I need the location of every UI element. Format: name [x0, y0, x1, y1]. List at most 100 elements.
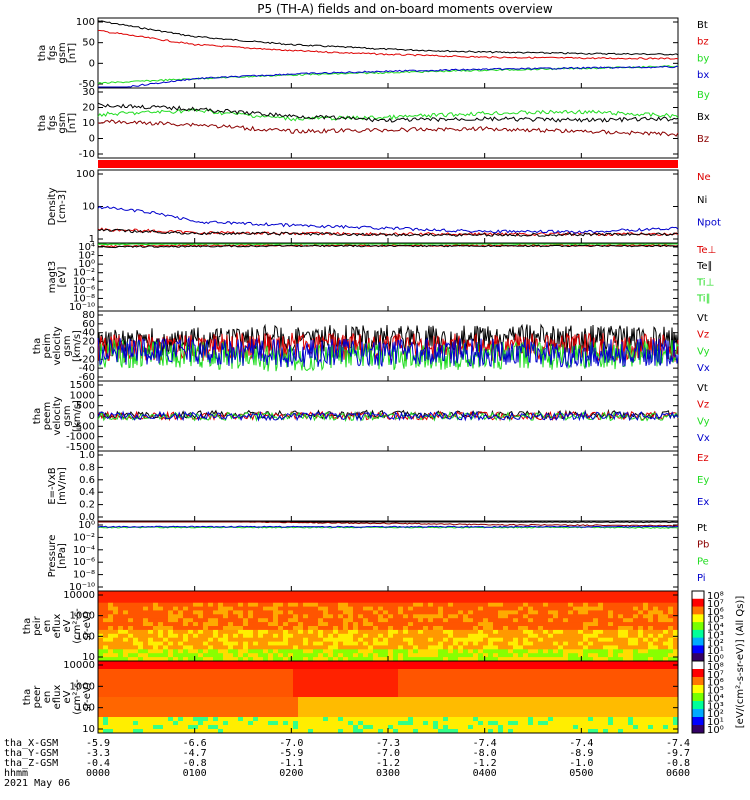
quality-flag-bar: [98, 160, 678, 168]
heatmap-cell: [358, 626, 364, 631]
heatmap-cell: [303, 606, 309, 611]
heatmap-cell: [113, 697, 119, 702]
heatmap-cell: [663, 637, 669, 643]
heatmap-cell: [423, 598, 429, 604]
heatmap-cell: [583, 729, 589, 734]
heatmap-cell: [213, 665, 219, 670]
heatmap-cell: [308, 697, 314, 702]
footer-value: -1.2: [376, 758, 400, 769]
heatmap-cell: [628, 693, 634, 698]
heatmap-cell: [418, 709, 424, 714]
heatmap-cell: [218, 610, 224, 615]
heatmap-cell: [463, 677, 469, 682]
heatmap-cell: [263, 598, 269, 604]
heatmap-cell: [198, 693, 204, 698]
heatmap-cell: [323, 721, 329, 726]
heatmap-cell: [528, 661, 534, 666]
heatmap-cell: [433, 598, 439, 604]
heatmap-cell: [323, 673, 329, 678]
heatmap-cell: [358, 717, 364, 722]
heatmap-cell: [563, 665, 569, 670]
heatmap-cell: [248, 649, 254, 654]
heatmap-cell: [638, 645, 644, 650]
heatmap-cell: [613, 689, 619, 694]
heatmap-cell: [143, 693, 149, 698]
heatmap-cell: [178, 717, 184, 722]
heatmap-cell: [163, 602, 169, 608]
heatmap-cell: [108, 653, 114, 658]
heatmap-cell: [223, 661, 229, 666]
heatmap-cell: [653, 709, 659, 714]
heatmap-cell: [413, 614, 419, 619]
heatmap-cell: [453, 689, 459, 694]
heatmap-cell: [433, 629, 439, 635]
heatmap-cell: [378, 598, 384, 604]
heatmap-cell: [603, 673, 609, 678]
heatmap-cell: [653, 729, 659, 734]
heatmap-cell: [558, 637, 564, 643]
heatmap-cell: [593, 681, 599, 686]
heatmap-cell: [138, 677, 144, 682]
heatmap-cell: [488, 705, 494, 710]
heatmap-cell: [143, 657, 149, 662]
heatmap-cell: [258, 614, 264, 619]
heatmap-cell: [253, 721, 259, 726]
heatmap-cell: [633, 701, 639, 706]
heatmap-cell: [598, 661, 604, 666]
heatmap-cell: [603, 709, 609, 714]
heatmap-cell: [558, 725, 564, 730]
heatmap-cell: [518, 645, 524, 650]
heatmap-cell: [608, 681, 614, 686]
heatmap-cell: [223, 673, 229, 678]
heatmap-cell: [558, 697, 564, 702]
heatmap-cell: [443, 626, 449, 631]
heatmap-cell: [613, 622, 619, 627]
heatmap-cell: [223, 709, 229, 714]
heatmap-cell: [453, 602, 459, 608]
heatmap-cell: [173, 618, 179, 623]
heatmap-cell: [193, 673, 199, 678]
heatmap-cell: [523, 677, 529, 682]
heatmap-cell: [503, 626, 509, 631]
heatmap-cell: [638, 594, 644, 600]
heatmap-cell: [538, 681, 544, 686]
heatmap-cell: [508, 713, 514, 718]
heatmap-cell: [303, 685, 309, 690]
heatmap-cell: [638, 637, 644, 643]
heatmap-cell: [108, 669, 114, 674]
heatmap-cell: [533, 665, 539, 670]
bx-series-line: [98, 65, 679, 88]
heatmap-cell: [228, 633, 234, 639]
heatmap-cell: [153, 689, 159, 694]
heatmap-cell: [568, 689, 574, 694]
heatmap-cell: [653, 661, 659, 666]
heatmap-cell: [358, 713, 364, 718]
heatmap-cell: [333, 681, 339, 686]
heatmap-cell: [458, 657, 464, 662]
heatmap-cell: [288, 721, 294, 726]
heatmap-cell: [198, 709, 204, 714]
heatmap-cell: [368, 709, 374, 714]
heatmap-cell: [543, 685, 549, 690]
heatmap-cell: [298, 705, 304, 710]
heatmap-cell: [608, 673, 614, 678]
heatmap-cell: [233, 610, 239, 615]
heatmap-cell: [598, 701, 604, 706]
heatmap-cell: [343, 717, 349, 722]
heatmap-cell: [508, 626, 514, 631]
heatmap-cell: [348, 713, 354, 718]
heatmap-cell: [258, 705, 264, 710]
heatmap-cell: [643, 614, 649, 619]
heatmap-cell: [373, 649, 379, 654]
heatmap-cell: [363, 669, 369, 674]
heatmap-cell: [233, 606, 239, 611]
heatmap-cell: [323, 669, 329, 674]
heatmap-cell: [543, 598, 549, 604]
heatmap-cell: [543, 641, 549, 646]
y-tick-label: 0: [89, 411, 95, 422]
heatmap-cell: [138, 626, 144, 631]
heatmap-cell: [508, 685, 514, 690]
heatmap-cell: [253, 594, 259, 600]
heatmap-cell: [483, 653, 489, 658]
